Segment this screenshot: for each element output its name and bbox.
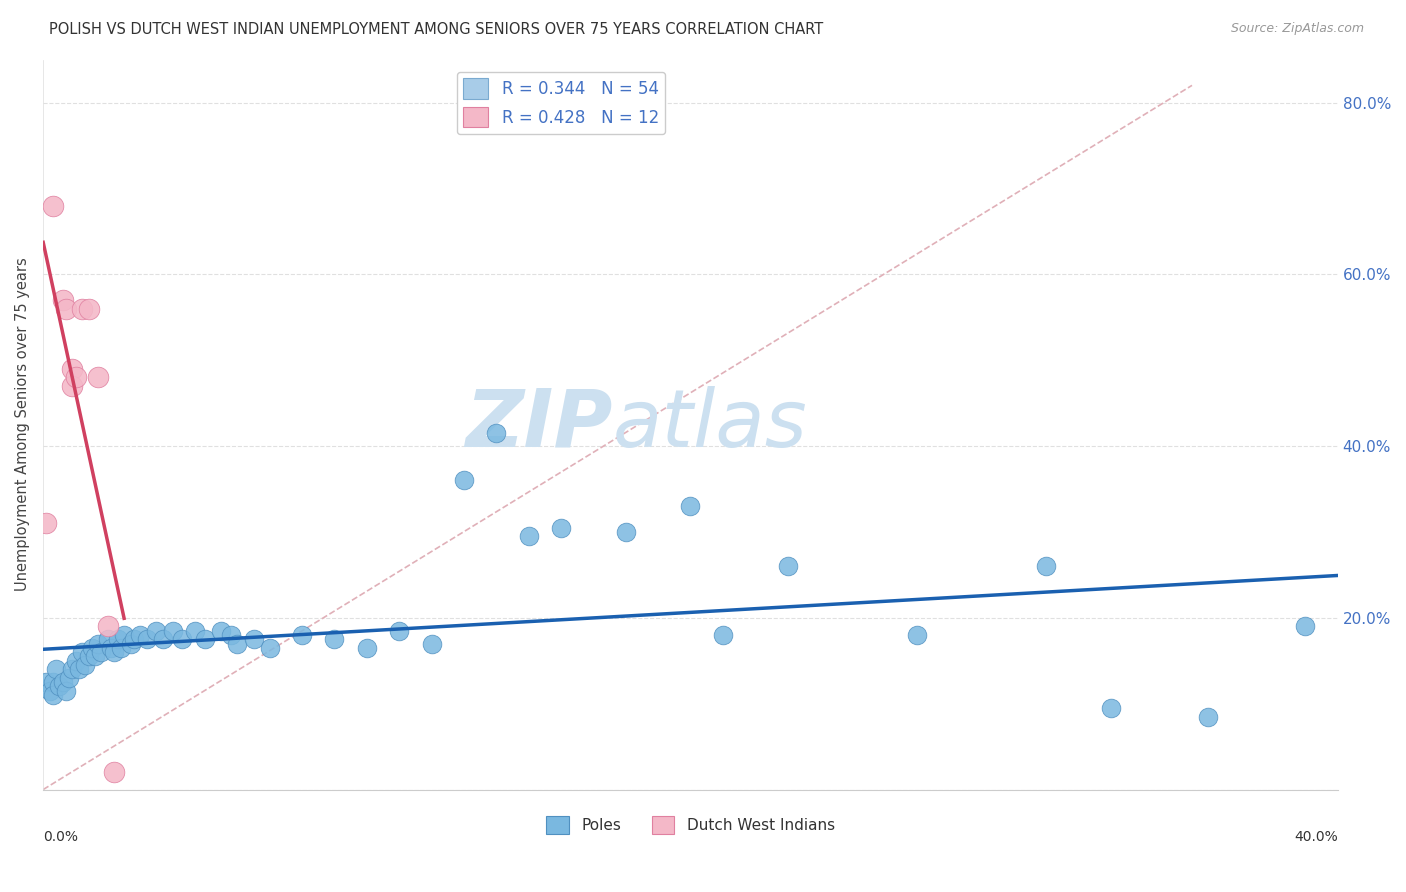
Point <box>112 628 135 642</box>
Point <box>107 632 129 647</box>
Point <box>209 624 232 638</box>
Text: POLISH VS DUTCH WEST INDIAN UNEMPLOYMENT AMONG SENIORS OVER 75 YEARS CORRELATION: POLISH VS DUTCH WEST INDIAN UNEMPLOYMENT… <box>49 22 824 37</box>
Point <box>679 499 702 513</box>
Point <box>58 671 80 685</box>
Point <box>135 632 157 647</box>
Point <box>905 628 928 642</box>
Point <box>35 516 58 531</box>
Point <box>70 301 93 316</box>
Point <box>152 632 174 647</box>
Point <box>122 632 145 647</box>
Point <box>42 198 65 212</box>
Point <box>65 370 87 384</box>
Point <box>103 765 125 780</box>
Point <box>60 361 83 376</box>
Point <box>291 628 314 642</box>
Point <box>35 675 58 690</box>
Point <box>52 293 75 307</box>
Point <box>776 559 799 574</box>
Point <box>711 628 734 642</box>
Point <box>614 524 637 539</box>
Point <box>60 662 83 676</box>
Point <box>45 662 67 676</box>
Point <box>145 624 167 638</box>
Point <box>77 301 100 316</box>
Point <box>80 640 103 655</box>
Point <box>226 636 249 650</box>
Point <box>259 640 281 655</box>
Point <box>48 680 70 694</box>
Point <box>485 426 508 441</box>
Point <box>388 624 411 638</box>
Point <box>67 662 90 676</box>
Point <box>55 301 77 316</box>
Point <box>323 632 346 647</box>
Point <box>60 379 83 393</box>
Point <box>550 521 572 535</box>
Text: 40.0%: 40.0% <box>1294 830 1337 844</box>
Point <box>65 654 87 668</box>
Point <box>84 649 107 664</box>
Point <box>184 624 207 638</box>
Text: ZIP: ZIP <box>465 385 613 464</box>
Point <box>90 645 112 659</box>
Point <box>1035 559 1057 574</box>
Point <box>77 649 100 664</box>
Point <box>103 645 125 659</box>
Point <box>219 628 242 642</box>
Text: Source: ZipAtlas.com: Source: ZipAtlas.com <box>1230 22 1364 36</box>
Point <box>172 632 194 647</box>
Point <box>97 619 120 633</box>
Point <box>162 624 184 638</box>
Point <box>97 632 120 647</box>
Point <box>1099 701 1122 715</box>
Y-axis label: Unemployment Among Seniors over 75 years: Unemployment Among Seniors over 75 years <box>15 258 30 591</box>
Point <box>1197 709 1219 723</box>
Point <box>42 675 65 690</box>
Point <box>120 636 142 650</box>
Point <box>75 658 97 673</box>
Point <box>52 675 75 690</box>
Point <box>110 640 132 655</box>
Point <box>42 688 65 702</box>
Point <box>1294 619 1316 633</box>
Text: 0.0%: 0.0% <box>44 830 79 844</box>
Point <box>87 370 110 384</box>
Legend: Poles, Dutch West Indians: Poles, Dutch West Indians <box>540 809 841 840</box>
Point <box>38 683 60 698</box>
Point <box>517 529 540 543</box>
Point <box>194 632 217 647</box>
Point <box>420 636 443 650</box>
Point <box>70 645 93 659</box>
Point <box>242 632 264 647</box>
Point <box>129 628 152 642</box>
Point <box>100 640 122 655</box>
Point <box>87 636 110 650</box>
Point <box>356 640 378 655</box>
Point <box>453 474 475 488</box>
Point <box>55 683 77 698</box>
Text: atlas: atlas <box>613 385 807 464</box>
